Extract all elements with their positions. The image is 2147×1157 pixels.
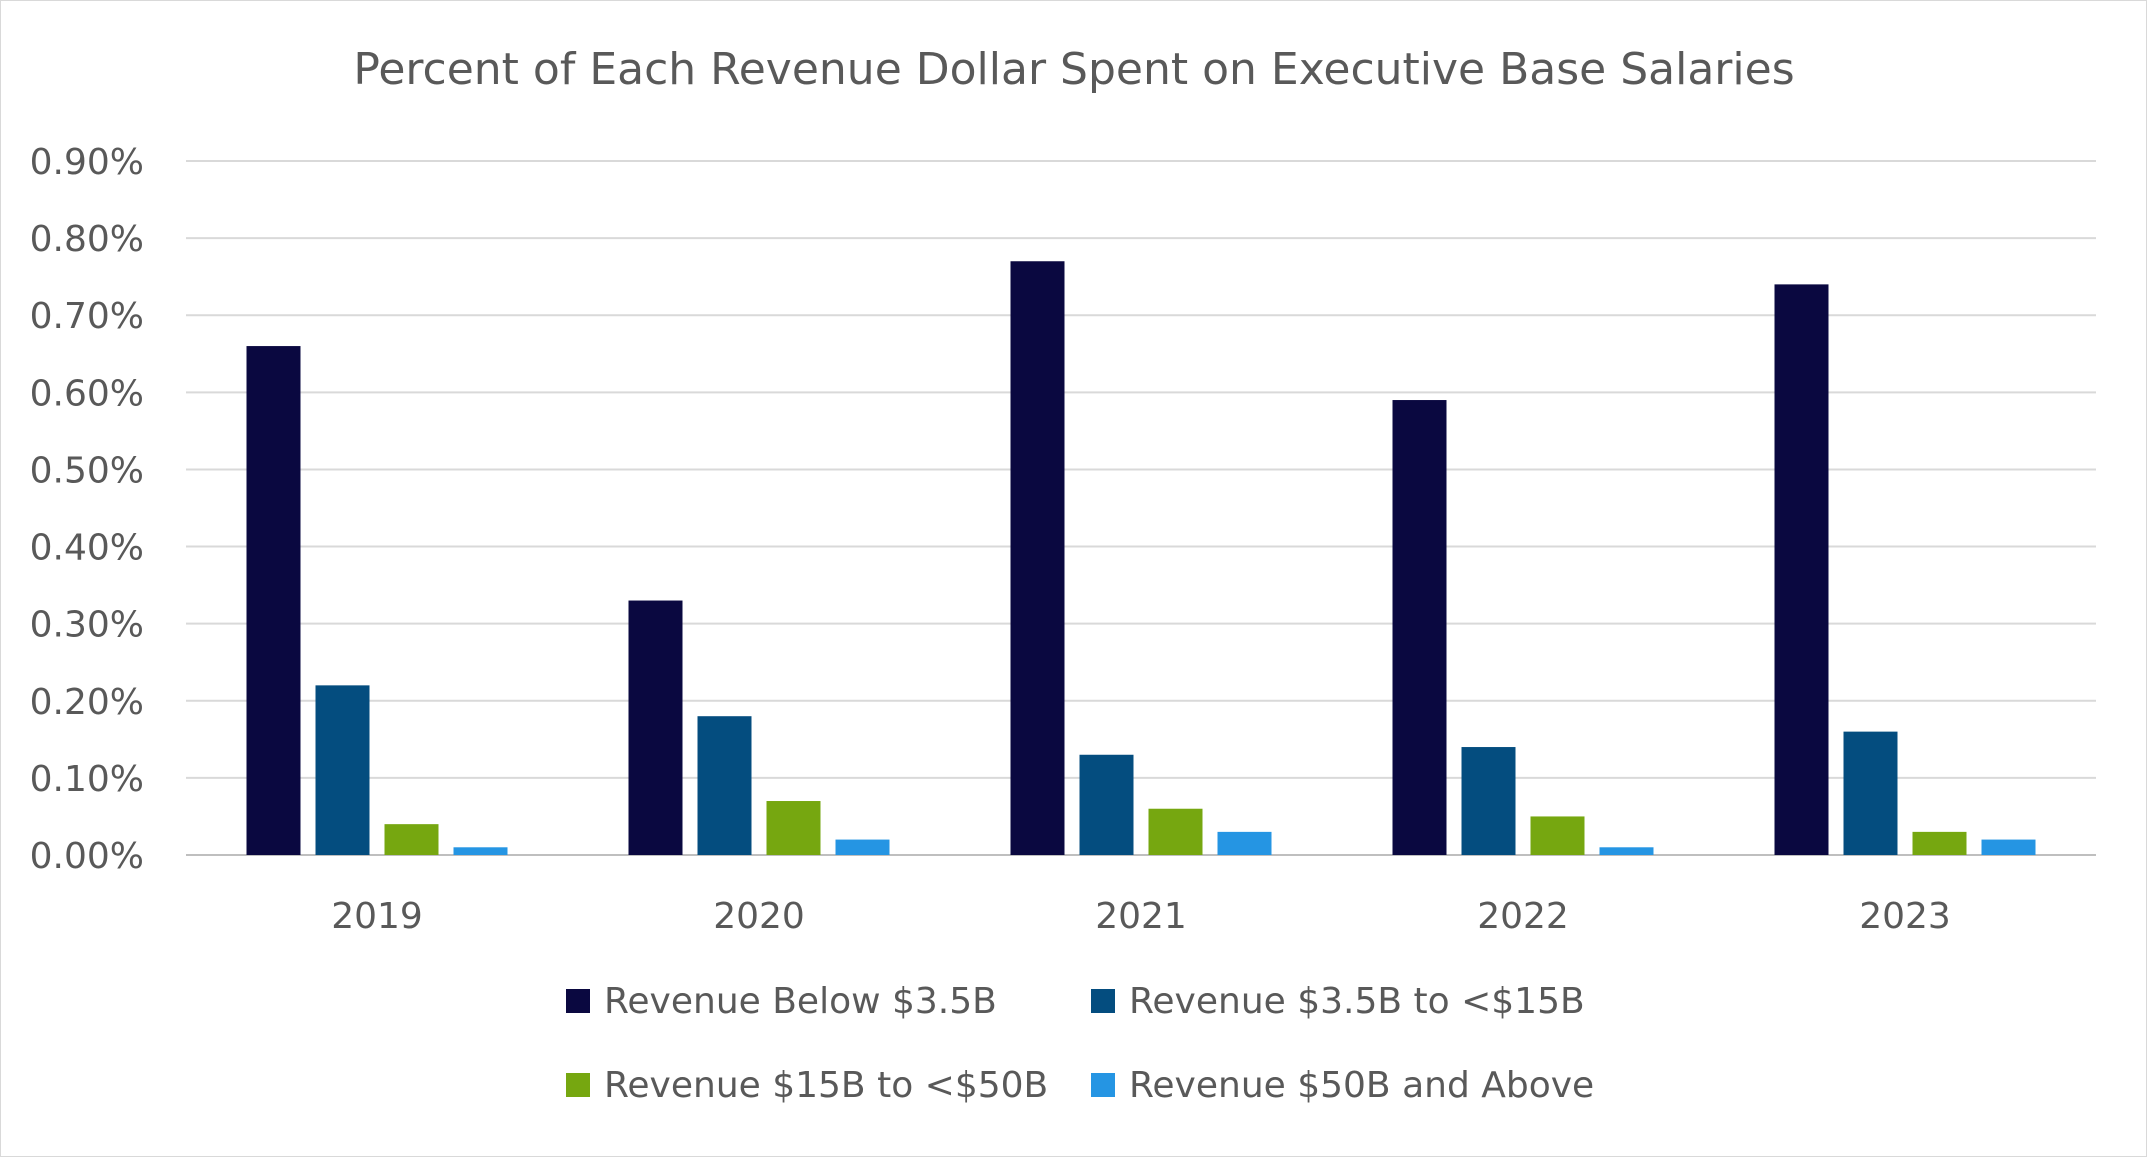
y-tick-label: 0.90% (30, 142, 144, 183)
bar (1530, 816, 1585, 855)
chart-title: Percent of Each Revenue Dollar Spent on … (353, 44, 1794, 95)
bar (1461, 747, 1516, 855)
legend-item-below-3-5b: Revenue Below $3.5B (566, 980, 1091, 1022)
bar (1981, 839, 2036, 855)
bar (835, 839, 890, 855)
y-tick-label: 0.50% (30, 450, 144, 491)
bar (1912, 831, 1967, 855)
bars (246, 261, 2036, 855)
y-tick-label: 0.40% (30, 528, 144, 569)
x-tick-label: 2021 (1095, 896, 1187, 937)
y-tick-label: 0.70% (30, 296, 144, 337)
bar (1843, 731, 1898, 855)
y-tick-label: 0.30% (30, 605, 144, 646)
legend-item-3-5b-to-15b: Revenue $3.5B to <$15B (1091, 980, 1616, 1022)
bar (628, 600, 683, 855)
bar (315, 685, 370, 855)
bar (246, 346, 301, 855)
legend-swatch (1091, 1073, 1115, 1097)
legend: Revenue Below $3.5B Revenue $3.5B to <$1… (566, 980, 1666, 1106)
bar (1148, 808, 1203, 855)
bar (1392, 400, 1447, 855)
y-tick-label: 0.20% (30, 682, 144, 723)
bar (1217, 831, 1272, 855)
x-tick-label: 2023 (1859, 896, 1951, 937)
legend-label: Revenue $50B and Above (1129, 1064, 1595, 1106)
legend-label: Revenue $3.5B to <$15B (1129, 980, 1585, 1022)
bar (453, 847, 508, 855)
y-tick-label: 0.60% (30, 373, 144, 414)
legend-item-15b-to-50b: Revenue $15B to <$50B (566, 1064, 1091, 1106)
legend-item-50b-and-above: Revenue $50B and Above (1091, 1064, 1616, 1106)
legend-swatch (566, 1073, 590, 1097)
x-axis-tick-labels: 2019 2020 2021 2022 2023 (331, 896, 1951, 937)
bar (766, 801, 821, 855)
bar (697, 716, 752, 855)
bar (1010, 261, 1065, 855)
y-axis-tick-labels: 0.00% 0.10% 0.20% 0.30% 0.40% 0.50% 0.60% 0.70%… (30, 142, 144, 877)
legend-swatch (1091, 989, 1115, 1013)
x-tick-label: 2019 (331, 896, 423, 937)
y-tick-label: 0.80% (30, 219, 144, 260)
y-tick-label: 0.10% (30, 759, 144, 800)
bar (1599, 847, 1654, 855)
x-tick-label: 2022 (1477, 896, 1569, 937)
legend-label: Revenue Below $3.5B (604, 980, 997, 1022)
x-tick-label: 2020 (713, 896, 805, 937)
legend-label: Revenue $15B to <$50B (604, 1064, 1049, 1106)
bar (384, 824, 439, 855)
y-tick-label: 0.00% (30, 836, 144, 877)
bar (1079, 754, 1134, 855)
bar (1774, 284, 1829, 855)
legend-swatch (566, 989, 590, 1013)
